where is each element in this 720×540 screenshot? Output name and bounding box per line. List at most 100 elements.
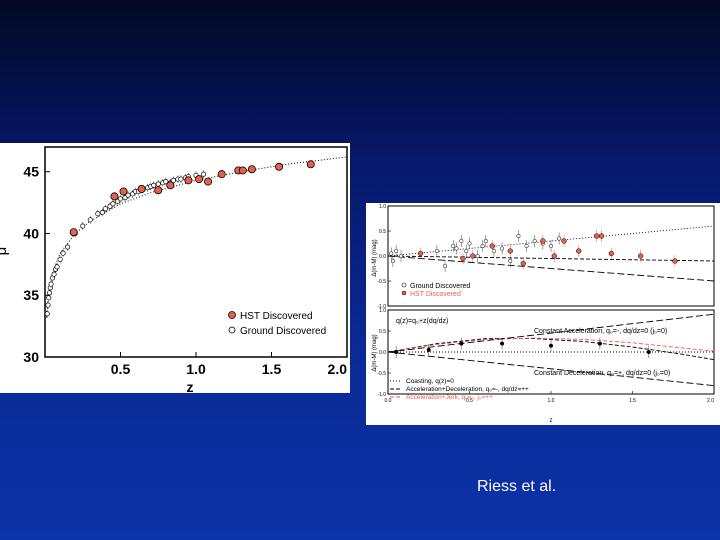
- citation-caption: Riess et al.: [477, 478, 557, 495]
- top-hst-point: [489, 243, 495, 249]
- bottom-y-tick-label: 1.0: [379, 308, 386, 314]
- hst-discovered-point: [166, 181, 175, 190]
- legend-coasting: Coasting, q(z)=0: [406, 378, 454, 385]
- legend-hst-label: HST Discovered: [240, 311, 313, 322]
- hst-discovered-point: [247, 165, 256, 174]
- hst-discovered-point: [119, 187, 128, 196]
- top-point: [475, 253, 480, 259]
- ground-discovered-point: [99, 209, 105, 216]
- ground-discovered-point: [155, 181, 161, 187]
- top-hst-point: [460, 255, 466, 262]
- legend-ground-label: Ground Discovered: [240, 326, 326, 337]
- top-y-tick-label: 1.0: [379, 204, 386, 210]
- top-model-line: [387, 255, 715, 282]
- legend-ground-marker: [228, 326, 236, 334]
- chart2-x-tick-label: 0.0: [385, 398, 392, 404]
- top-point: [491, 248, 496, 254]
- chart1-x-tick-label: 0.5: [111, 361, 131, 377]
- bottom-model-line: [387, 337, 715, 353]
- ground-discovered-point: [102, 206, 108, 212]
- top-point: [548, 243, 554, 249]
- hst-discovered-point: [217, 170, 226, 179]
- top-hst-point: [608, 250, 614, 257]
- legend-hst-marker-2: [401, 290, 407, 296]
- ground-discovered-point: [48, 281, 54, 287]
- ground-discovered-point: [46, 295, 52, 301]
- residuals-panel: 1.0 0.5 0.0 -0.5 -1.0 1.0 0.5 0.0 -0.5 -1.0 0.0 0.5…: [366, 203, 720, 425]
- chart2-top-legend: Ground Discovered HST Discovered: [401, 282, 470, 298]
- top-y-tick-label: 0.5: [379, 229, 386, 235]
- ground-discovered-point: [110, 201, 116, 207]
- ground-discovered-point: [178, 176, 184, 182]
- bottom-y-tick-label: 0.0: [379, 350, 386, 356]
- ground-discovered-point: [57, 256, 63, 262]
- top-point: [524, 243, 529, 249]
- top-hst-point: [561, 238, 567, 244]
- bottom-point: [459, 341, 464, 346]
- ground-discovered-point: [51, 271, 57, 277]
- top-hst-point: [638, 253, 644, 259]
- chart1-y-tick-label: 45: [23, 164, 39, 180]
- chart2-bottom-legend: Coasting, q(z)=0 Acceleration+Decelerati…: [390, 378, 529, 401]
- hubble-diagram-chart: 0.5 1.0 1.5 2.0 30 35 40 45 HST Discovered Grou…: [0, 143, 350, 395]
- bottom-y-tick-label: 0.5: [379, 329, 386, 335]
- top-y-tick-label: 0.0: [379, 254, 386, 260]
- top-point: [516, 233, 521, 239]
- legend-hst-marker: [228, 311, 236, 319]
- ground-discovered-point: [125, 192, 131, 198]
- chart1-y-tick-label: 40: [23, 225, 39, 241]
- top-point: [532, 238, 537, 244]
- top-point: [557, 236, 562, 241]
- ground-discovered-point: [201, 171, 207, 177]
- top-point: [467, 241, 472, 246]
- ground-discovered-point: [117, 196, 124, 202]
- top-point: [394, 248, 399, 254]
- top-point: [398, 253, 404, 259]
- hst-discovered-point: [154, 186, 163, 195]
- chart2-bottom-y-label: Δ(m-M) (mag): [372, 334, 378, 371]
- top-hst-point: [672, 258, 678, 264]
- bottom-point: [500, 341, 505, 346]
- ground-discovered-point: [54, 264, 60, 270]
- chart2-annotations: q(z)=q₀+z(dq/dz) Constant Acceleration, …: [396, 318, 670, 377]
- annotation-const-decel: Constant Deceleration, q₀=+, dq/dz=0 (j₀…: [534, 370, 670, 377]
- top-hst-point: [598, 233, 605, 239]
- bottom-point: [394, 349, 399, 355]
- ground-discovered-point: [44, 311, 50, 317]
- annotation-q-formula: q(z)=q₀+z(dq/dz): [396, 318, 448, 325]
- top-point: [443, 263, 448, 269]
- chart2-x-tick-label: 1.5: [629, 398, 636, 404]
- legend-ground-marker-2: [401, 282, 407, 288]
- ground-discovered-point: [46, 290, 53, 296]
- top-point: [508, 258, 513, 264]
- hst-discovered-point: [69, 228, 78, 237]
- hst-discovered-point: [110, 192, 119, 201]
- top-point: [500, 246, 505, 251]
- top-hst-point: [520, 260, 526, 267]
- ground-discovered-point: [163, 179, 169, 185]
- chart2-x-tick-label: 0.5: [466, 398, 473, 404]
- chart1-x-axis-label: z: [187, 379, 194, 393]
- bottom-point: [426, 347, 431, 352]
- top-hst-point: [551, 253, 557, 259]
- top-hst-point: [593, 233, 600, 239]
- bottom-y-tick-label: -0.5: [377, 371, 386, 377]
- legend-accel-decel: Acceleration+Deceleration, q₀=-, dq/dz=+…: [406, 386, 529, 393]
- chart2-x-tick-label: 1.0: [548, 398, 555, 404]
- bottom-model-line: [387, 338, 715, 361]
- chart1-x-tick-label: 1.5: [262, 361, 282, 377]
- chart1-y-axis-label: μ: [0, 247, 10, 256]
- hubble-diagram-panel: 0.5 1.0 1.5 2.0 30 35 40 45 HST Discovered Grou…: [0, 143, 350, 395]
- ground-discovered-point: [170, 177, 176, 183]
- hst-discovered-point: [275, 162, 284, 171]
- chart1-x-tick-label: 1.0: [186, 361, 206, 377]
- bottom-model-line: [387, 313, 715, 353]
- top-point: [389, 251, 394, 256]
- hst-discovered-point: [184, 176, 193, 185]
- top-point: [459, 238, 464, 244]
- top-hst-point: [470, 253, 476, 259]
- bottom-y-tick-label: -1.0: [377, 392, 386, 398]
- bottom-model-line: [387, 351, 715, 387]
- top-point: [464, 248, 469, 254]
- top-hst-point: [576, 248, 582, 254]
